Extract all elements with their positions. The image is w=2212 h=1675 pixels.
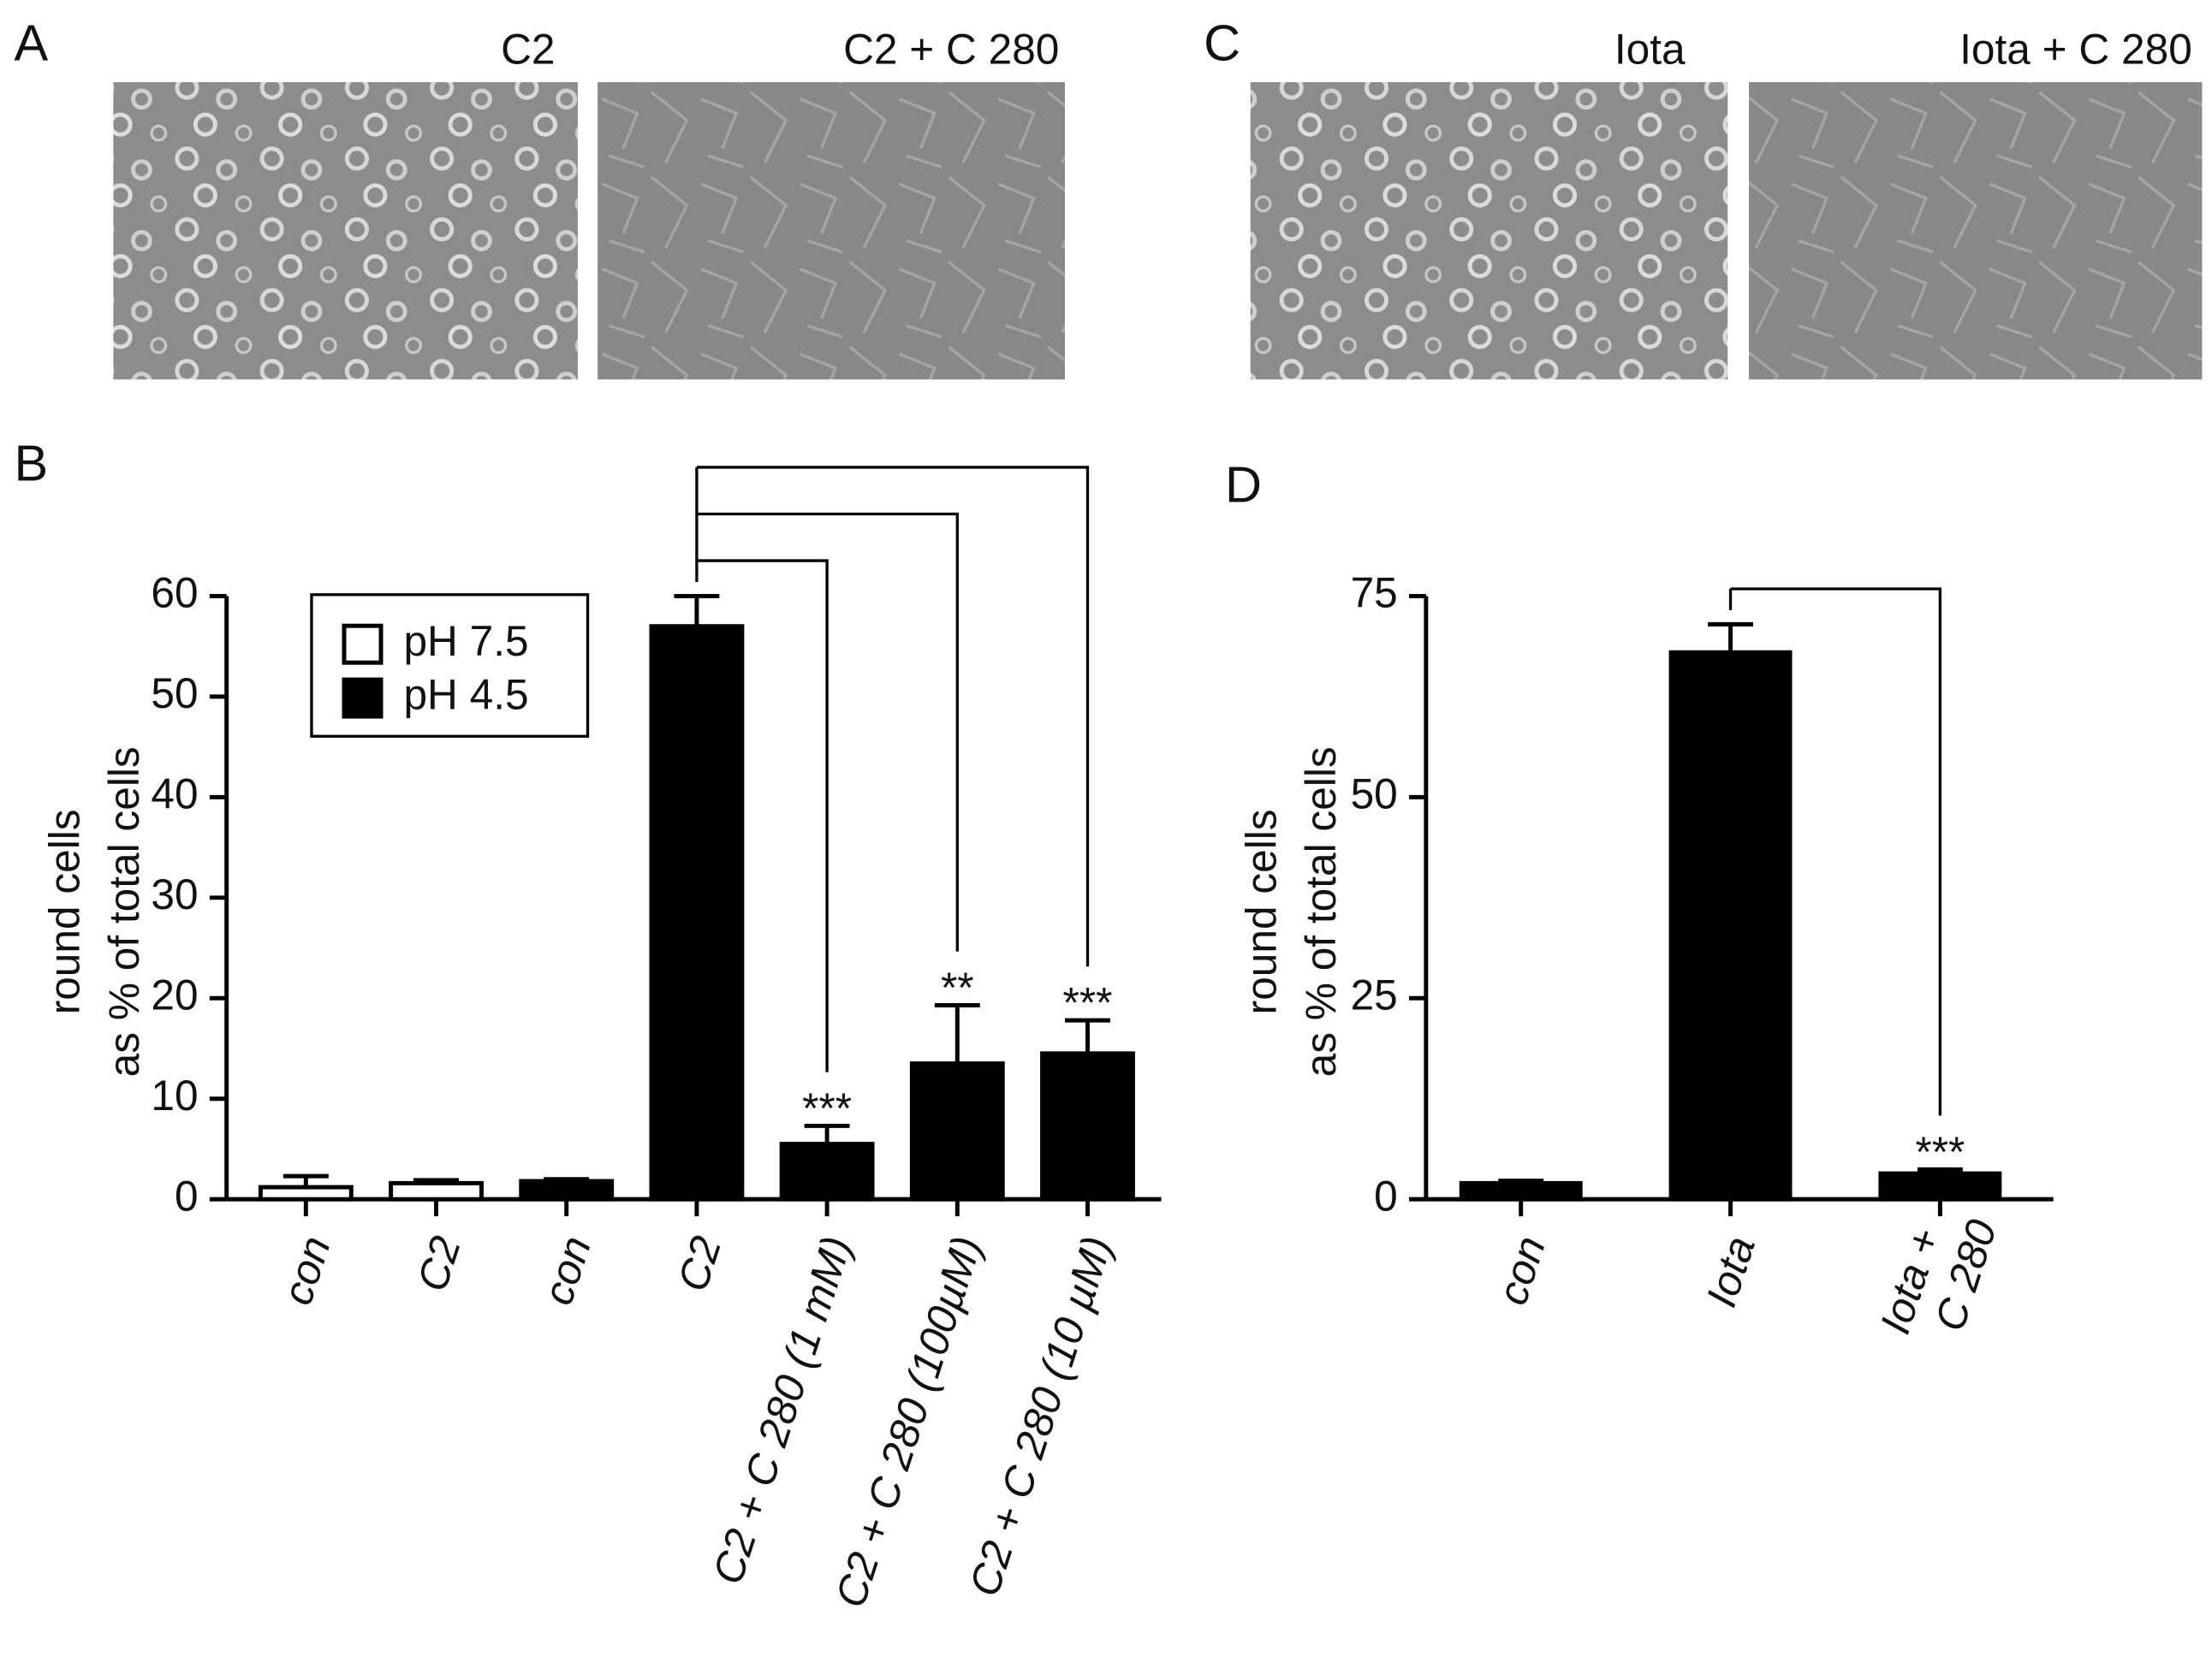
x-tick-label: Iota +C 280 [1870, 1198, 2006, 1356]
significance: *** [802, 1084, 852, 1132]
legend-label: pH 7.5 [403, 617, 528, 665]
bar [779, 1142, 875, 1202]
x-tick-label: C2 + C 280 (1 mM) [704, 1231, 861, 1590]
micrograph [1250, 81, 1728, 380]
x-tick-label: con [1488, 1231, 1555, 1310]
y-axis-label: as % of total cells [100, 746, 148, 1077]
y-tick-label: 20 [151, 971, 198, 1019]
legend-label: pH 4.5 [403, 671, 528, 719]
y-tick-label: 30 [151, 870, 198, 918]
bar [258, 1185, 354, 1202]
x-tick-label: con [533, 1231, 600, 1310]
y-tick-label: 50 [151, 669, 198, 717]
panel-label: D [1225, 455, 1262, 513]
bar [389, 1180, 484, 1202]
image-caption: C2 + C 280 [843, 25, 1059, 73]
bar [1668, 650, 1793, 1202]
y-tick-label: 0 [175, 1172, 199, 1220]
x-tick-label: Iota [1697, 1231, 1764, 1313]
panel-label: B [15, 435, 49, 492]
micrograph [1749, 81, 2203, 380]
x-tick-label: con [273, 1231, 340, 1310]
x-tick-label: C2 [669, 1231, 731, 1298]
image-caption: Iota + C 280 [1959, 25, 2192, 73]
x-tick-label: C2 [407, 1231, 470, 1298]
bar [1878, 1171, 2002, 1202]
x-tick-label-line: C 280 [1925, 1214, 2006, 1337]
bar [1040, 1051, 1135, 1202]
y-tick-label: 25 [1351, 971, 1398, 1019]
significance: *** [1915, 1128, 1965, 1176]
bracket [696, 466, 1090, 967]
y-tick-label: 60 [151, 569, 198, 617]
legend-swatch [342, 623, 384, 665]
bar [649, 624, 745, 1202]
bar [1459, 1180, 1583, 1202]
bar [519, 1179, 615, 1202]
y-tick-label: 75 [1351, 569, 1398, 617]
bracket [1730, 587, 1942, 1116]
y-axis-label: round cells [1237, 809, 1285, 1014]
legend-swatch [342, 677, 384, 719]
y-tick-label: 0 [1374, 1172, 1398, 1220]
significance: ** [941, 964, 974, 1012]
y-tick-label: 40 [151, 769, 198, 817]
image-caption: Iota [1614, 25, 1686, 73]
micrograph [113, 81, 578, 380]
y-axis-label: round cells [41, 809, 89, 1014]
y-tick-label: 50 [1351, 769, 1398, 817]
x-tick-label: C2 + C 280 (100µM) [826, 1231, 991, 1613]
panel-label: A [15, 14, 49, 71]
significance: *** [1063, 979, 1113, 1027]
micrograph [598, 81, 1066, 380]
panel-label: C [1204, 14, 1240, 71]
x-tick-label: C2 + C 280 (10 µM) [960, 1231, 1121, 1602]
bracket [696, 512, 959, 952]
image-caption: C2 [501, 25, 555, 73]
y-axis-label: as % of total cells [1297, 746, 1345, 1077]
bar [909, 1061, 1005, 1202]
y-tick-label: 10 [151, 1072, 198, 1120]
bracket [696, 559, 829, 1072]
